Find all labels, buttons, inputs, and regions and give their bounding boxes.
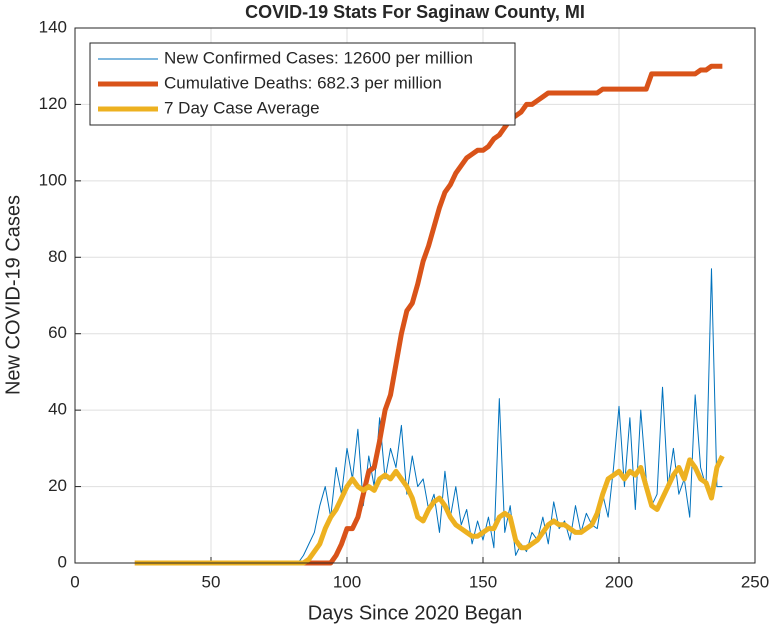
y-tick-label: 80 xyxy=(48,247,67,266)
y-tick-label: 60 xyxy=(48,323,67,342)
axes-box xyxy=(74,27,756,564)
legend-label: 7 Day Case Average xyxy=(164,98,320,117)
y-tick-label: 40 xyxy=(48,400,67,419)
legend-label: Cumulative Deaths: 682.3 per million xyxy=(164,73,442,92)
y-tick-label: 0 xyxy=(58,552,67,571)
y-axis-label: New COVID-19 Cases xyxy=(2,195,24,395)
legend-label: New Confirmed Cases: 12600 per million xyxy=(164,48,473,67)
y-tick-label: 20 xyxy=(48,476,67,495)
y-tick-label: 120 xyxy=(39,94,67,113)
chart-title: COVID-19 Stats For Saginaw County, MI xyxy=(245,2,585,22)
x-tick-label: 250 xyxy=(741,572,769,591)
x-tick-label: 0 xyxy=(70,572,79,591)
y-tick-label: 140 xyxy=(39,17,67,36)
x-tick-label: 200 xyxy=(605,572,633,591)
x-tick-label: 100 xyxy=(333,572,361,591)
x-tick-label: 50 xyxy=(202,572,221,591)
x-tick-label: 150 xyxy=(469,572,497,591)
legend-box xyxy=(89,42,516,126)
y-tick-label: 100 xyxy=(39,170,67,189)
x-axis-label: Days Since 2020 Began xyxy=(308,602,523,624)
